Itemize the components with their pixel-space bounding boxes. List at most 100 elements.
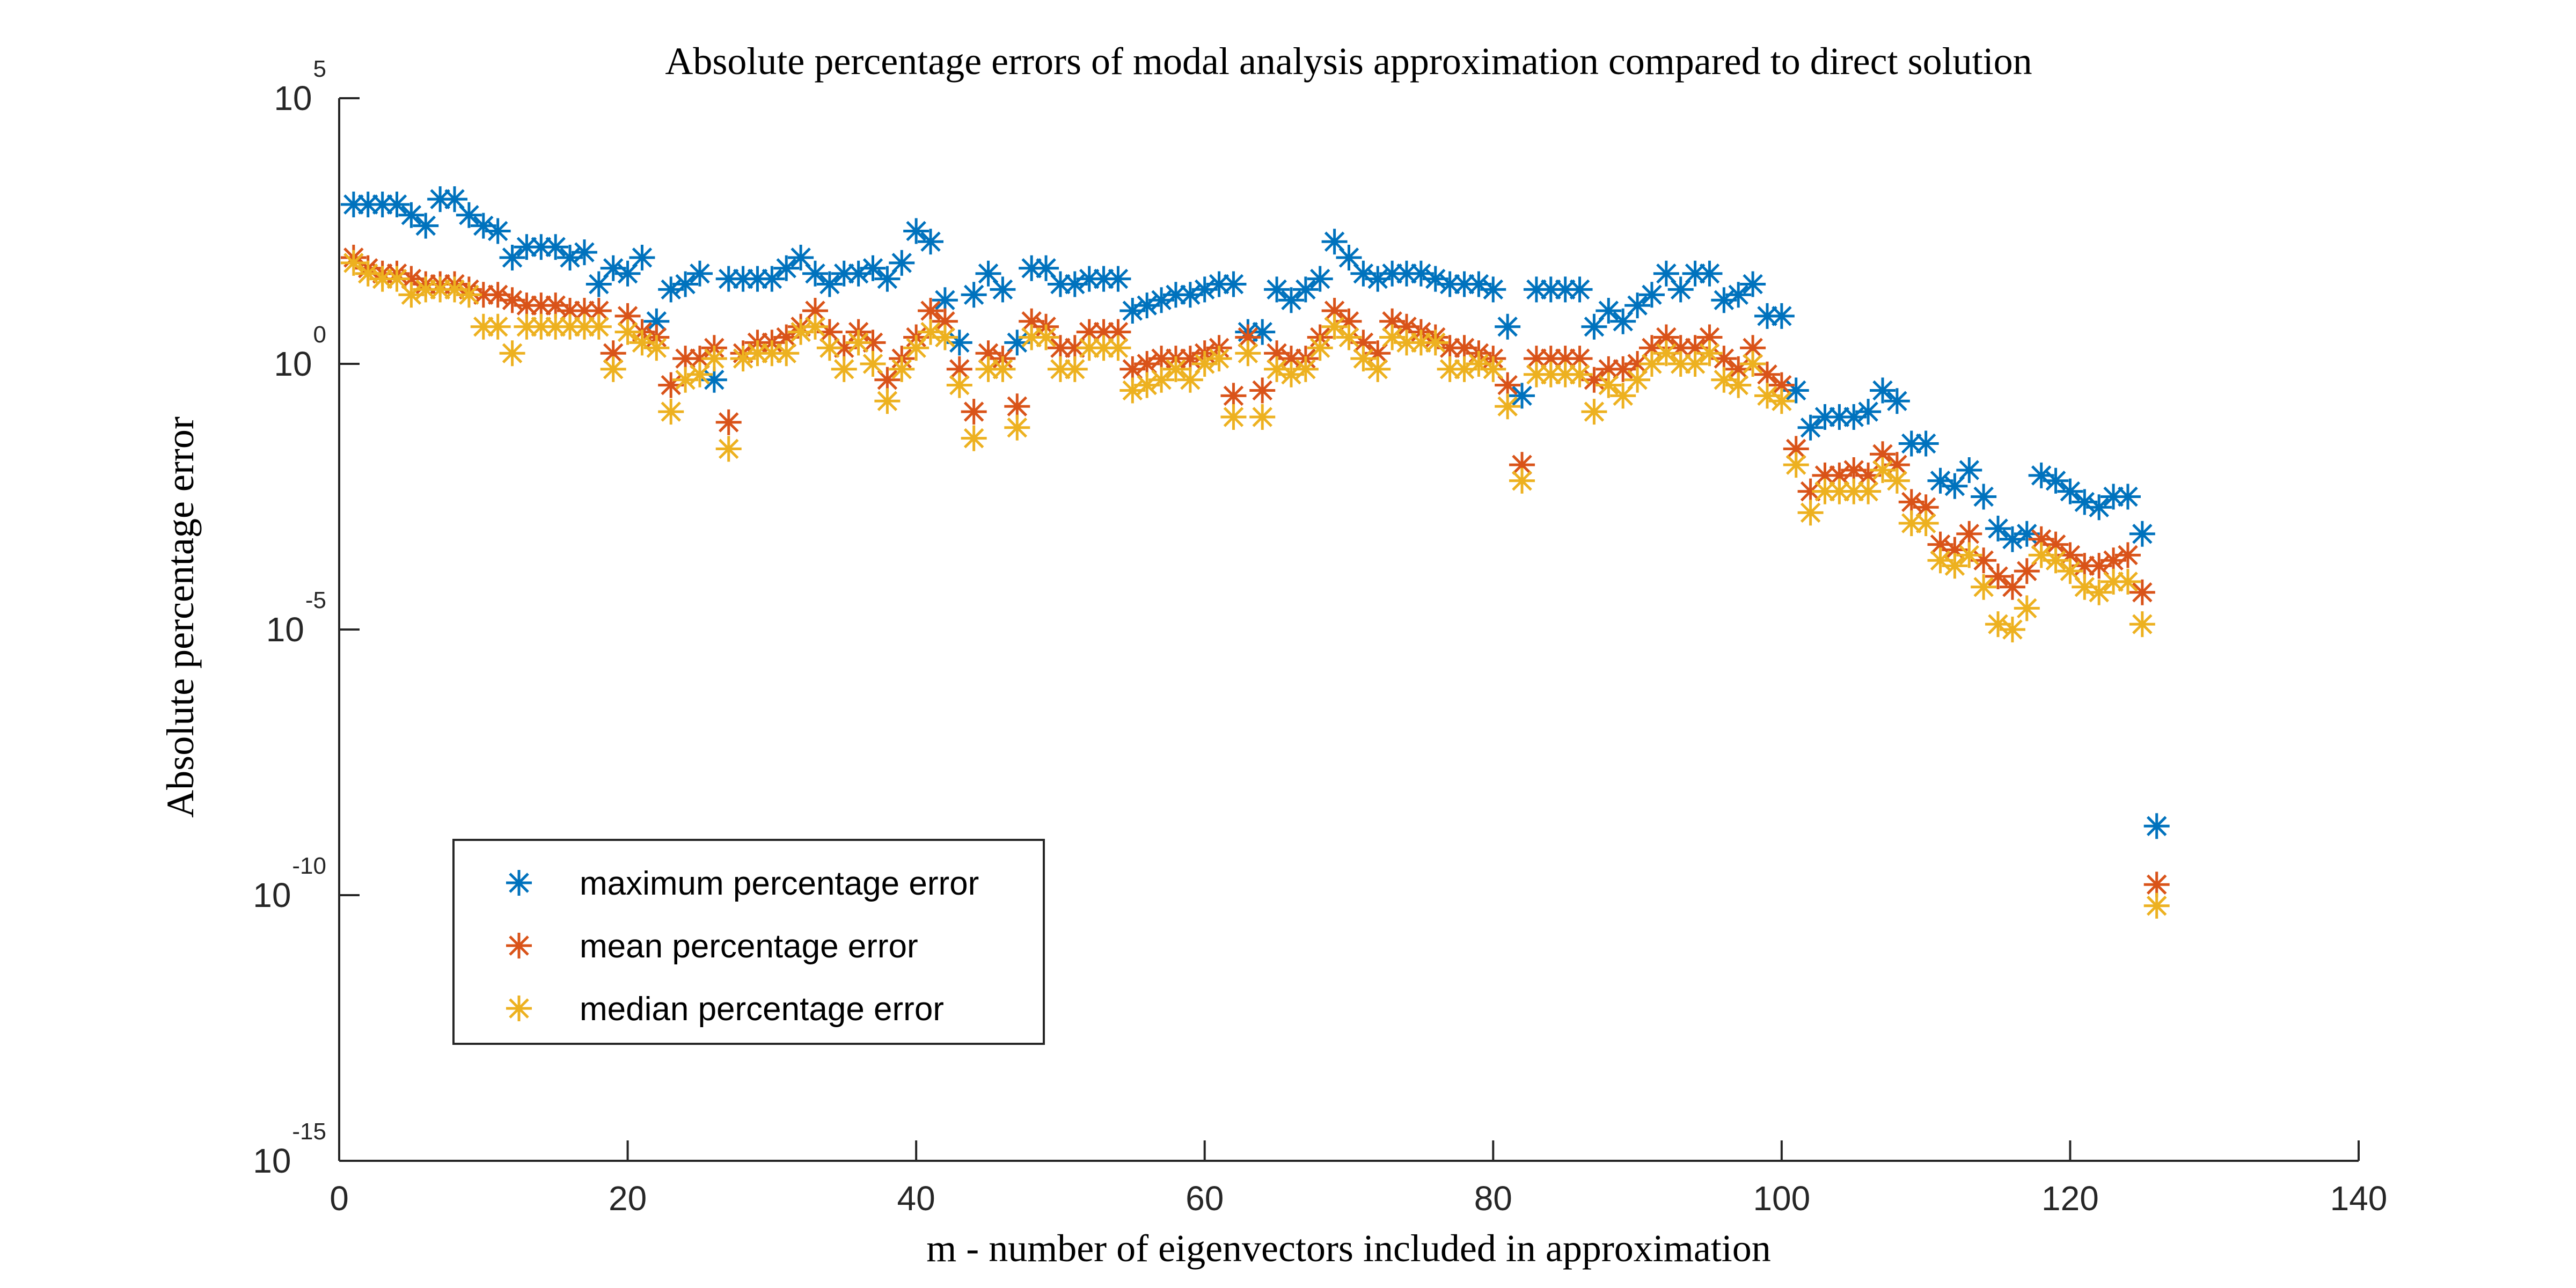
data-point — [1624, 367, 1651, 393]
data-point — [686, 260, 713, 287]
data-point — [2129, 579, 2155, 605]
data-point — [1826, 478, 1853, 504]
y-tick-base: 10 — [253, 1141, 291, 1180]
legend-item: mean percentage error — [506, 928, 918, 965]
data-point — [2114, 568, 2141, 595]
data-point — [614, 319, 641, 345]
data-point — [1942, 473, 1968, 499]
data-point — [1206, 346, 1232, 372]
data-point — [543, 234, 569, 260]
data-point — [600, 340, 626, 367]
data-point — [2086, 494, 2112, 521]
data-point — [831, 356, 857, 382]
data-point — [1956, 457, 1982, 483]
data-point — [1336, 245, 1362, 270]
y-tick-exponent: 0 — [313, 321, 326, 348]
data-point — [1148, 367, 1175, 393]
data-point — [2043, 467, 2069, 494]
data-point — [1971, 484, 1997, 510]
x-tick-label: 0 — [330, 1179, 349, 1218]
data-point — [1321, 313, 1348, 340]
data-point — [586, 271, 612, 297]
data-point — [2143, 892, 2170, 919]
y-tick-base: 10 — [266, 610, 304, 649]
data-point — [802, 313, 828, 340]
data-point — [802, 260, 828, 287]
data-point — [816, 271, 843, 297]
data-point — [1047, 356, 1073, 382]
data-point — [918, 229, 944, 255]
data-point — [889, 356, 915, 382]
data-point — [1105, 335, 1131, 361]
data-point — [1422, 330, 1448, 356]
data-point — [485, 313, 511, 340]
legend-marker — [506, 933, 532, 958]
data-point — [773, 255, 800, 281]
x-tick-label: 100 — [1753, 1179, 1810, 1218]
data-point — [1985, 564, 2011, 589]
data-point — [1033, 255, 1059, 281]
data-point — [1596, 372, 1622, 398]
data-point — [1942, 553, 1968, 579]
legend-label: mean percentage error — [580, 928, 918, 965]
data-point — [2114, 542, 2141, 568]
data-point — [1538, 361, 1564, 387]
data-point — [1581, 313, 1607, 340]
data-point — [340, 250, 367, 276]
data-point — [932, 324, 958, 350]
data-point — [1725, 282, 1752, 308]
series-1 — [340, 186, 2170, 839]
data-point — [1105, 266, 1131, 292]
data-point — [2129, 611, 2155, 638]
data-point — [1509, 467, 1535, 494]
legend-label: maximum percentage error — [580, 865, 979, 902]
data-point — [1725, 372, 1752, 398]
data-point — [1754, 361, 1780, 387]
data-point — [1307, 335, 1333, 361]
data-point — [759, 340, 785, 367]
data-point — [1870, 457, 1896, 483]
data-point — [1667, 351, 1694, 377]
chart-title: Absolute percentage errors of modal anal… — [665, 40, 2032, 83]
y-tick-exponent: 5 — [313, 56, 326, 82]
data-point — [686, 361, 713, 387]
data-point — [715, 409, 742, 435]
data-point — [499, 340, 525, 367]
data-point — [1292, 356, 1319, 382]
data-point — [1033, 324, 1059, 350]
data-point — [990, 356, 1016, 382]
data-point — [456, 282, 482, 308]
y-tick-exponent: -15 — [292, 1118, 326, 1145]
data-point — [2086, 579, 2112, 605]
y-tick-exponent: -10 — [292, 853, 326, 879]
data-point — [1638, 351, 1665, 377]
data-point — [672, 271, 699, 297]
data-point — [1292, 276, 1319, 303]
data-point — [975, 260, 1001, 287]
data-point — [773, 340, 800, 367]
data-point — [2014, 558, 2040, 584]
y-tick-base: 10 — [274, 345, 312, 383]
data-point — [1783, 452, 1809, 478]
data-point — [1350, 346, 1377, 372]
legend-label: median percentage error — [580, 991, 944, 1028]
data-point — [1797, 414, 1824, 441]
data-point — [1480, 276, 1506, 303]
data-point — [990, 276, 1016, 303]
legend: maximum percentage error mean percentage … — [452, 839, 1045, 1045]
data-point — [1884, 388, 1910, 414]
data-point — [1567, 276, 1593, 303]
data-point — [2057, 558, 2083, 584]
data-point — [1062, 356, 1088, 382]
data-point — [1307, 266, 1333, 292]
data-point — [658, 399, 684, 425]
x-tick-label: 60 — [1185, 1179, 1224, 1218]
data-point — [2043, 547, 2069, 574]
y-axis-label: Absolute percentage error — [159, 416, 202, 818]
y-tick-exponent: -5 — [305, 587, 326, 613]
data-point — [2143, 872, 2170, 898]
data-point — [1162, 356, 1189, 382]
data-point — [1567, 346, 1593, 372]
data-point — [1076, 266, 1102, 292]
